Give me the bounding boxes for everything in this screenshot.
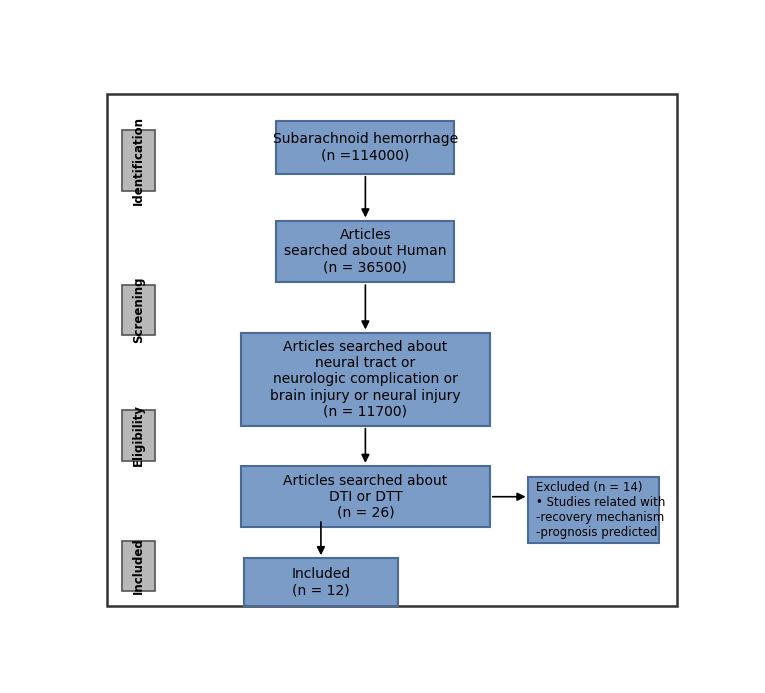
Bar xyxy=(529,477,659,543)
Text: Included
(n = 12): Included (n = 12) xyxy=(291,567,350,597)
Text: Articles searched about
DTI or DTT
(n = 26): Articles searched about DTI or DTT (n = … xyxy=(283,473,448,520)
Bar xyxy=(122,410,155,461)
Bar xyxy=(122,130,155,191)
Text: Articles
searched about Human
(n = 36500): Articles searched about Human (n = 36500… xyxy=(284,228,447,274)
Bar xyxy=(122,541,155,591)
Bar xyxy=(241,333,490,426)
Bar xyxy=(276,121,454,174)
Bar xyxy=(244,558,398,606)
Text: Identification: Identification xyxy=(132,116,145,205)
Text: Articles searched about
neural tract or
neurologic complication or
brain injury : Articles searched about neural tract or … xyxy=(270,340,461,419)
Text: Excluded (n = 14)
• Studies related with
-recovery mechanism
-prognosis predicte: Excluded (n = 14) • Studies related with… xyxy=(536,481,665,539)
Bar xyxy=(122,285,155,335)
Bar xyxy=(276,220,454,282)
Bar xyxy=(241,466,490,527)
Text: Screening: Screening xyxy=(132,277,145,343)
Text: Subarachnoid hemorrhage
(n =114000): Subarachnoid hemorrhage (n =114000) xyxy=(273,132,458,162)
Text: Eligibility: Eligibility xyxy=(132,404,145,466)
Text: Included: Included xyxy=(132,538,145,595)
